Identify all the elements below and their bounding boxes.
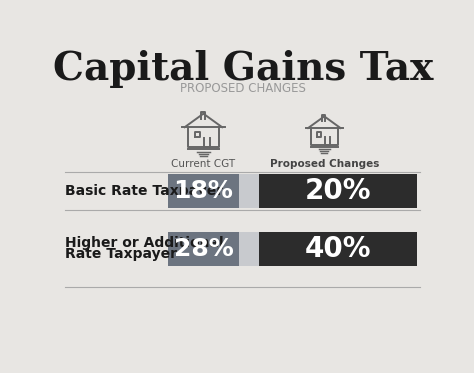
Text: 28%: 28% [173, 237, 233, 261]
FancyBboxPatch shape [168, 174, 239, 208]
Text: Proposed Changes: Proposed Changes [270, 159, 379, 169]
Text: Higher or Additional: Higher or Additional [65, 236, 224, 250]
Text: Rate Taxpayer: Rate Taxpayer [65, 247, 177, 261]
FancyBboxPatch shape [168, 232, 239, 266]
Text: Basic Rate Taxpayer: Basic Rate Taxpayer [65, 184, 224, 198]
Text: 40%: 40% [305, 235, 372, 263]
Text: 18%: 18% [173, 179, 233, 203]
FancyBboxPatch shape [259, 232, 417, 266]
FancyBboxPatch shape [168, 232, 417, 266]
Text: Current CGT: Current CGT [171, 159, 236, 169]
Text: PROPOSED CHANGES: PROPOSED CHANGES [180, 82, 306, 95]
FancyBboxPatch shape [168, 174, 417, 208]
Text: Capital Gains Tax: Capital Gains Tax [53, 50, 433, 88]
FancyBboxPatch shape [259, 174, 417, 208]
Text: 20%: 20% [305, 177, 372, 205]
